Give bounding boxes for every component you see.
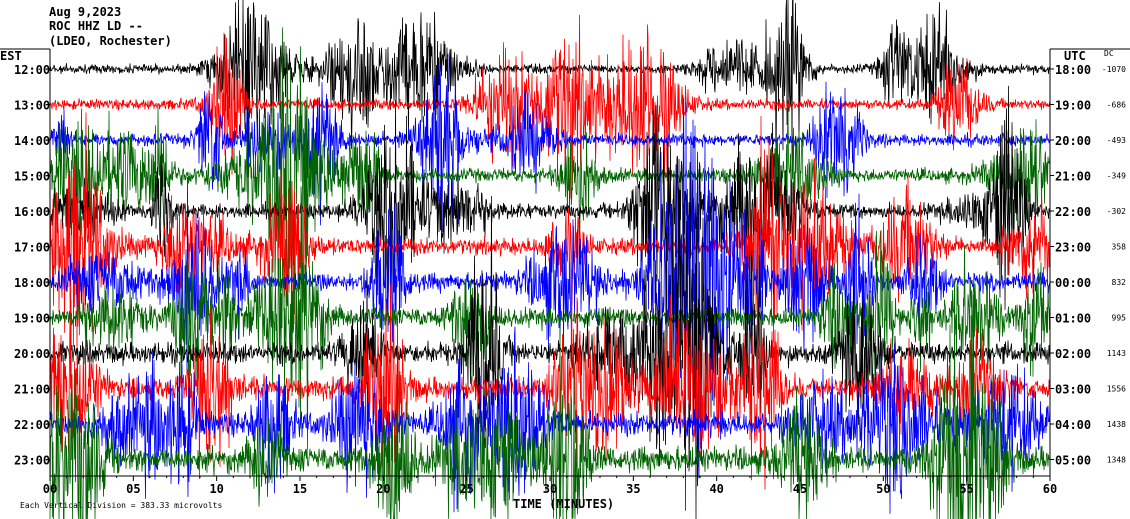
x-tick-label: 55: [959, 482, 973, 496]
est-tick-label: 23:00: [14, 454, 50, 468]
x-axis-title: TIME (MINUTES): [513, 497, 614, 511]
chart-station: ROC HHZ LD --: [49, 19, 143, 33]
scale-footer: Each Vertical Division = 383.33 microvol…: [20, 501, 222, 510]
utc-tick-label: 19:00: [1055, 99, 1091, 113]
utc-tick-label: 22:00: [1055, 205, 1091, 219]
utc-tick-label: 05:00: [1055, 454, 1091, 468]
est-tick-label: 21:00: [14, 383, 50, 397]
dc-value: -1070: [1102, 65, 1126, 74]
dc-value: 1348: [1107, 456, 1126, 465]
est-tick-label: 15:00: [14, 170, 50, 184]
x-tick-label: 05: [126, 482, 140, 496]
trace-row-2000: [49, 162, 1051, 519]
dc-value: 995: [1112, 314, 1127, 323]
chart-network: (LDEO, Rochester): [49, 34, 172, 48]
trace-group: [49, 0, 1051, 519]
trace-row-2200: [49, 326, 1051, 514]
utc-axis-title: UTC: [1064, 49, 1086, 63]
x-tick-label: 25: [459, 482, 473, 496]
x-tick-label: 45: [793, 482, 807, 496]
est-tick-label: 22:00: [14, 418, 50, 432]
x-tick-label: 50: [876, 482, 890, 496]
dc-value: -493: [1107, 136, 1126, 145]
dc-column-title: DC: [1104, 49, 1114, 58]
dc-value: 1438: [1107, 420, 1126, 429]
x-tick-label: 15: [293, 482, 307, 496]
est-tick-label: 16:00: [14, 205, 50, 219]
utc-tick-label: 04:00: [1055, 418, 1091, 432]
dc-value: -302: [1107, 207, 1126, 216]
trace-row-1500: [49, 27, 1051, 315]
utc-tick-label: 20:00: [1055, 134, 1091, 148]
trace-row-1400: [49, 53, 1051, 242]
x-tick-label: 30: [543, 482, 557, 496]
axes-group: EST UTC DC TIME (MINUTES) Each Vertical …: [0, 48, 1130, 511]
utc-tick-label: 02:00: [1055, 347, 1091, 361]
x-tick-label: 20: [376, 482, 390, 496]
utc-tick-label: 03:00: [1055, 383, 1091, 397]
chart-date: Aug 9,2023: [49, 5, 122, 19]
est-axis-title: EST: [0, 49, 22, 63]
trace-row-2300: [49, 294, 1051, 519]
est-tick-label: 18:00: [14, 276, 50, 290]
utc-tick-label: 21:00: [1055, 170, 1091, 184]
utc-tick-label: 23:00: [1055, 241, 1091, 255]
est-tick-label: 12:00: [14, 63, 50, 77]
utc-tick-label: 01:00: [1055, 312, 1091, 326]
dc-value: 832: [1112, 278, 1127, 287]
est-tick-label: 17:00: [14, 241, 50, 255]
utc-tick-label: 00:00: [1055, 276, 1091, 290]
est-tick-label: 19:00: [14, 312, 50, 326]
dc-value: 358: [1112, 243, 1127, 252]
utc-tick-label: 18:00: [1055, 63, 1091, 77]
trace-row-1200: [49, 0, 1051, 178]
trace-row-1700: [49, 112, 1051, 366]
x-tick-label: 10: [209, 482, 223, 496]
dc-value: -686: [1107, 101, 1126, 110]
x-tick-label: 40: [709, 482, 723, 496]
dc-value: -349: [1107, 172, 1126, 181]
x-tick-label: 00: [43, 482, 57, 496]
est-tick-label: 14:00: [14, 134, 50, 148]
est-tick-label: 13:00: [14, 99, 50, 113]
dc-value: 1556: [1107, 385, 1126, 394]
est-tick-label: 20:00: [14, 347, 50, 361]
x-tick-label: 60: [1043, 482, 1057, 496]
trace-row-1900: [49, 186, 1051, 450]
x-tick-label: 35: [626, 482, 640, 496]
trace-row-1600: [49, 85, 1051, 324]
dc-value: 1143: [1107, 349, 1126, 358]
